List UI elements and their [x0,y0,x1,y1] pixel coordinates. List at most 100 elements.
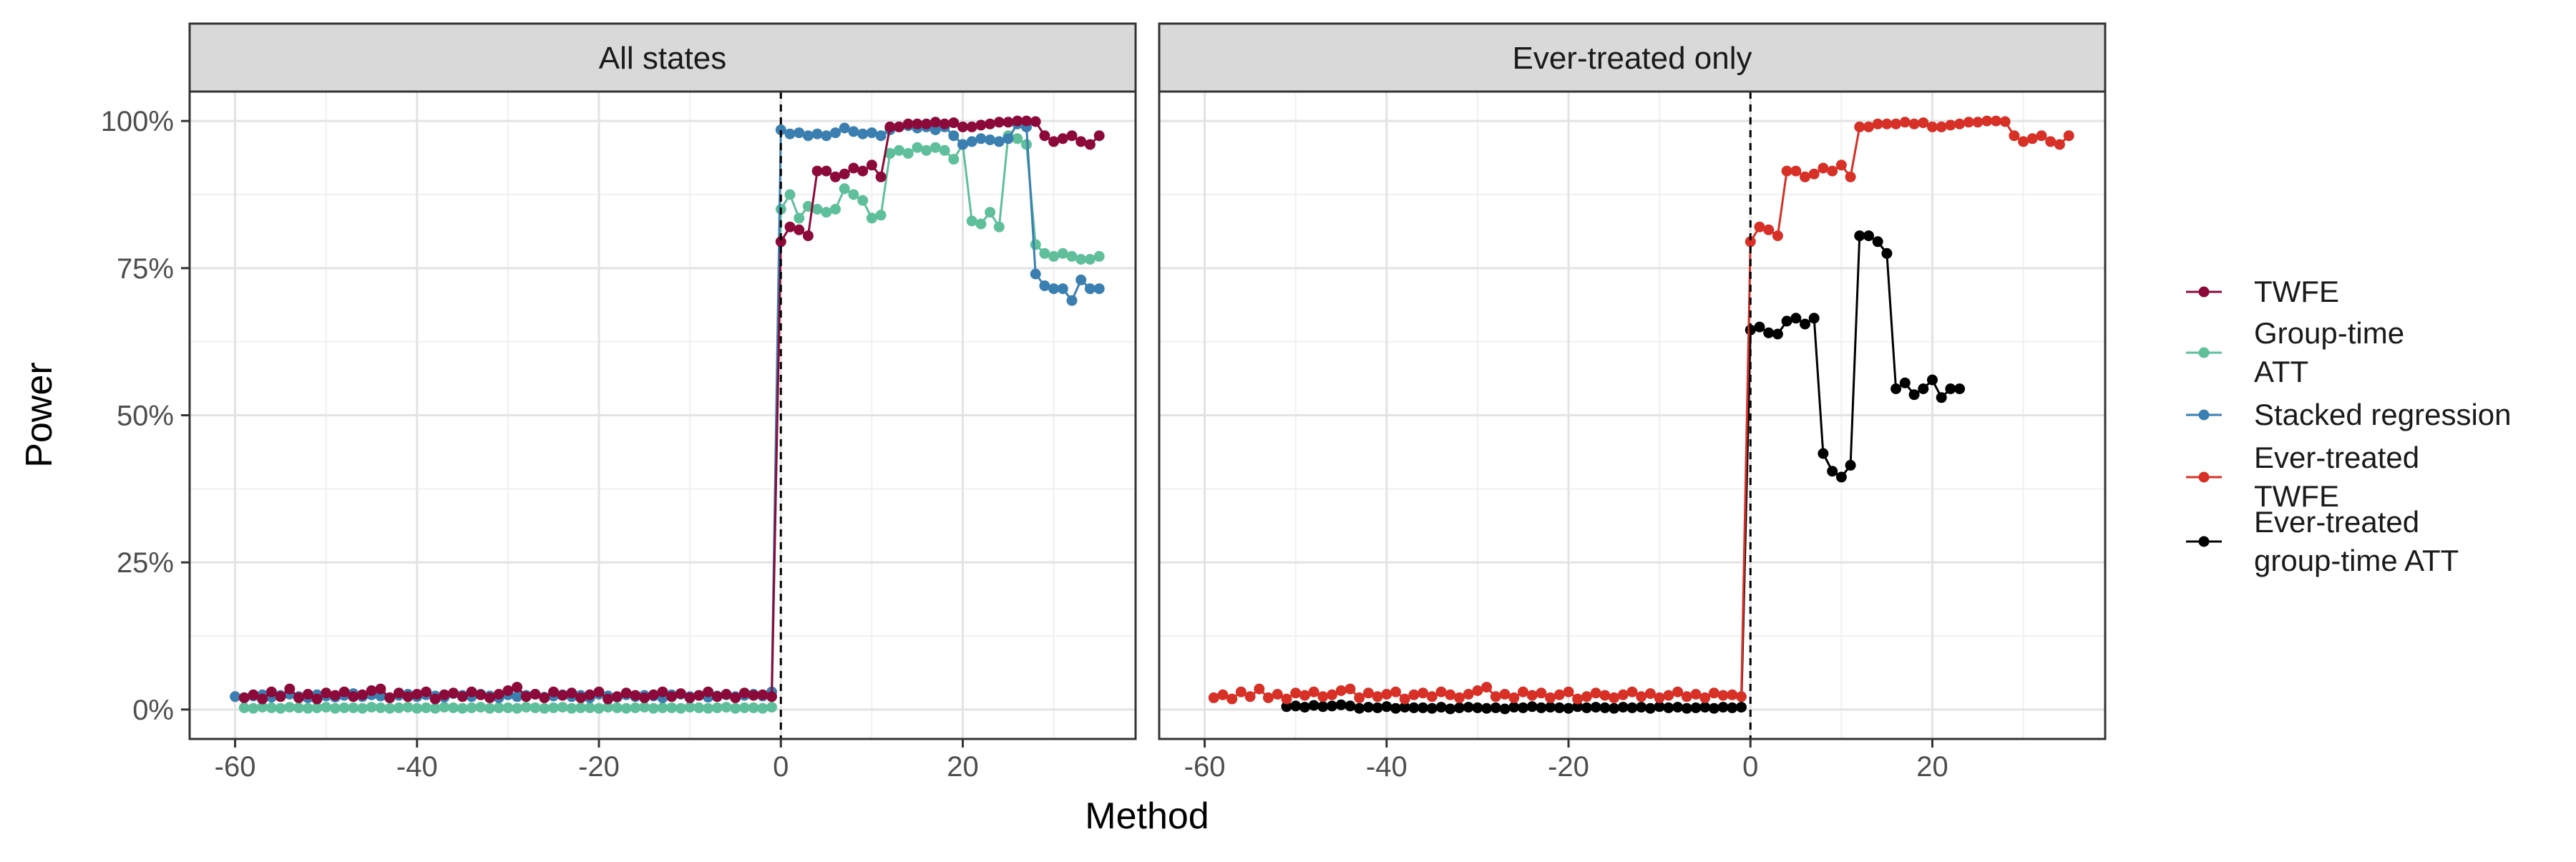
data-point-twfe [784,221,796,232]
data-point-group_time_att [257,702,268,713]
data-point-group_time_att [548,702,559,713]
data-point-group_time_att [721,702,732,713]
data-point-ever_twfe [1835,160,1847,171]
data-point-twfe [1030,116,1041,127]
data-point-ever_gt_att [1835,471,1847,483]
data-point-ever_gt_att [1472,702,1483,713]
data-point-ever_twfe [1991,115,2001,127]
data-point-twfe [748,690,759,701]
data-point-ever_twfe [1244,691,1256,702]
legend-key-point [2198,347,2210,358]
data-point-ever_gt_att [1708,702,1719,714]
data-point-twfe [657,686,668,697]
data-point-group_time_att [711,702,723,713]
data-point-group_time_att [611,702,623,713]
data-point-group_time_att [512,702,523,714]
data-point-twfe [448,687,459,699]
data-point-twfe [575,692,587,703]
data-point-twfe [302,689,313,700]
data-point-group_time_att [684,702,696,713]
data-point-twfe [520,691,532,702]
data-point-group_time_att [794,212,805,224]
data-point-ever_twfe [1827,165,1838,177]
data-point-twfe [548,686,559,697]
data-point-stacked [821,130,832,142]
data-point-group_time_att [993,221,1005,232]
data-point-ever_twfe [1526,690,1538,701]
data-point-twfe [275,691,286,702]
data-point-group_time_att [429,702,441,714]
data-point-twfe [439,689,450,700]
x-tick-label: 20 [947,751,979,783]
data-point-ever_twfe [1490,691,1501,702]
data-point-twfe [402,691,414,702]
data-point-group_time_att [857,195,869,206]
data-point-ever_gt_att [1754,321,1765,333]
data-point-ever_twfe [1954,118,1966,129]
data-point-stacked [948,130,960,142]
legend-label: Stacked regression [2254,398,2512,431]
data-point-twfe [393,687,404,699]
data-point-ever_twfe [1681,691,1692,702]
legend-key-point [2198,471,2210,483]
data-point-group_time_att [293,702,304,713]
data-point-twfe [766,691,777,702]
data-point-ever_twfe [1936,121,1947,132]
data-point-twfe [1002,117,1014,128]
data-point-ever_twfe [1435,686,1447,697]
data-point-ever_gt_att [1945,383,1956,394]
data-point-group_time_att [875,210,887,221]
data-point-ever_gt_att [1818,448,1829,459]
legend-label: group-time ATT [2254,544,2459,577]
data-point-ever_gt_att [1481,702,1493,714]
data-point-twfe [466,686,477,697]
data-point-twfe [257,693,268,705]
data-point-ever_gt_att [1954,383,1966,394]
data-point-group_time_att [975,218,987,230]
data-point-twfe [757,689,769,700]
data-point-twfe [975,119,987,131]
panel-border [1158,90,2107,740]
data-point-ever_gt_att [1854,230,1865,242]
data-point-ever_twfe [1372,691,1383,702]
data-point-twfe [675,688,686,700]
data-point-ever_gt_att [1545,702,1556,713]
data-point-twfe [811,165,823,177]
data-point-stacked [930,124,941,135]
data-point-ever_gt_att [1563,702,1574,714]
data-point-twfe [1057,133,1068,145]
data-point-ever_twfe [1235,686,1246,697]
data-point-ever_gt_att [1335,699,1347,710]
data-point-ever_twfe [1772,230,1783,242]
data-point-ever_gt_att [1690,702,1702,713]
data-point-group_time_att [539,702,550,714]
data-point-group_time_att [366,702,377,713]
data-point-ever_gt_att [1863,230,1874,242]
data-point-ever_twfe [1999,116,2011,127]
x-tick-label: -60 [1184,751,1226,783]
data-point-group_time_att [421,702,431,713]
data-point-twfe [948,117,960,129]
data-point-ever_gt_att [1590,702,1601,713]
legend-label: ATT [2254,355,2308,388]
data-point-group_time_att [1030,239,1041,250]
data-point-stacked [993,136,1005,147]
data-point-twfe [265,686,277,697]
data-point-group_time_att [411,702,423,714]
data-point-twfe [738,687,750,699]
data-point-twfe [830,171,841,182]
data-point-twfe [884,121,896,132]
data-point-twfe [993,117,1005,128]
data-point-ever_twfe [2045,136,2057,147]
data-point-ever_gt_att [1790,313,1802,324]
data-point-twfe [848,162,859,174]
data-point-ever_twfe [1290,687,1302,699]
data-point-twfe [530,689,541,700]
data-point-group_time_att [584,702,595,713]
data-point-stacked [1048,283,1060,295]
data-point-group_time_att [357,702,368,714]
data-point-ever_gt_att [1490,702,1501,713]
data-point-ever_twfe [1763,224,1775,235]
data-point-twfe [421,686,431,697]
data-point-ever_twfe [1499,689,1511,700]
